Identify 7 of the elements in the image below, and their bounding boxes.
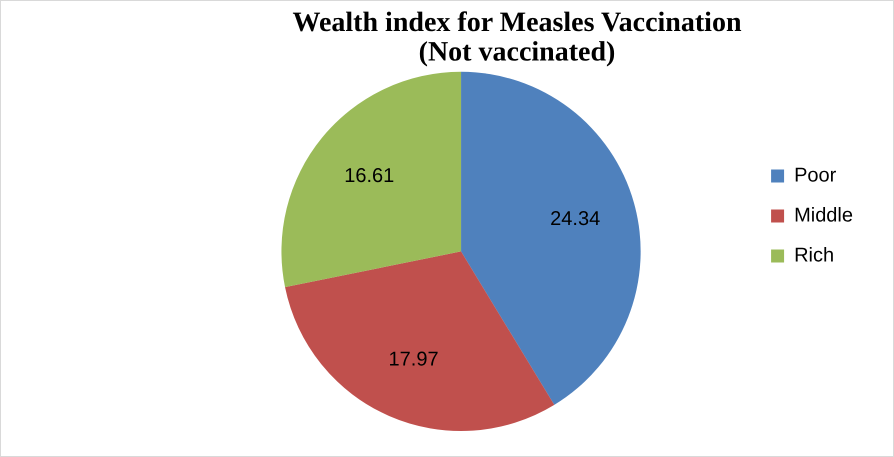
data-label: 24.34: [550, 208, 600, 230]
legend-label: Middle: [794, 204, 854, 227]
chart-title: Wealth index for Measles Vaccination (Not vaccinated): [292, 6, 742, 68]
legend-label: Rich: [794, 244, 834, 267]
legend-label: Poor: [794, 164, 837, 187]
data-label: 16.61: [344, 164, 394, 187]
data-label: 17.97: [388, 348, 439, 371]
